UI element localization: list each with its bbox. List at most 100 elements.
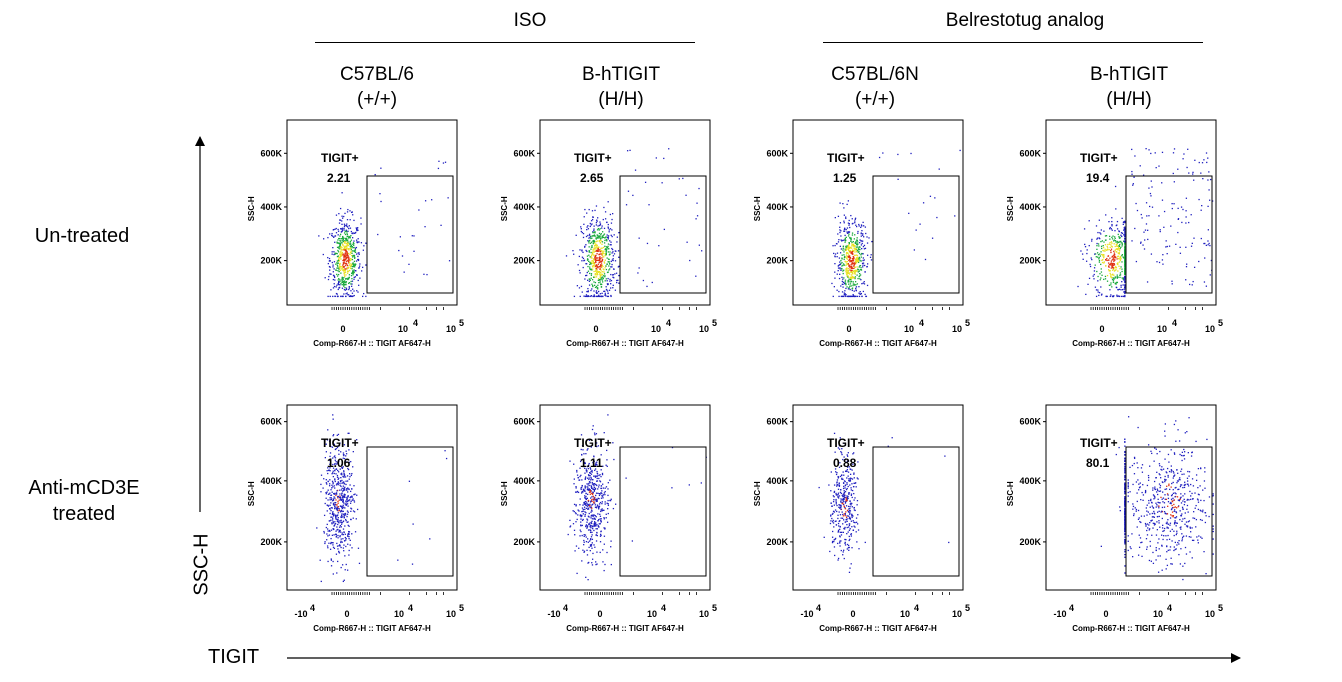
event-dot: [1146, 523, 1149, 525]
event-dot: [337, 259, 340, 262]
event-dot: [848, 224, 850, 226]
event-dot: [1177, 480, 1180, 482]
event-dot: [1166, 564, 1169, 567]
event-dot: [862, 282, 864, 284]
event-dot: [330, 445, 332, 448]
event-dot: [596, 484, 598, 487]
event-dot: [851, 287, 854, 289]
event-dot: [837, 447, 840, 449]
event-dot: [346, 243, 349, 245]
event-dot: [839, 263, 841, 266]
event-dot: [1117, 295, 1119, 297]
event-dot: [348, 500, 350, 502]
event-dot: [338, 531, 340, 533]
event-dot: [598, 232, 601, 235]
event-dot: [336, 273, 338, 276]
event-dot: [1162, 538, 1164, 541]
event-dot: [345, 258, 347, 260]
event-dot: [335, 468, 337, 470]
event-dot: [857, 260, 859, 263]
event-dot: [328, 534, 331, 536]
event-dot: [356, 494, 358, 496]
event-dot: [842, 270, 844, 272]
event-dot: [331, 516, 333, 518]
event-dot: [1101, 240, 1104, 242]
event-dot: [1135, 202, 1137, 205]
event-dot: [596, 500, 598, 502]
event-dot: [595, 250, 597, 252]
event-dot: [1124, 533, 1126, 535]
event-dot: [1124, 265, 1126, 267]
event-dot: [344, 281, 346, 283]
event-dot: [326, 491, 328, 493]
event-dot: [590, 446, 592, 448]
event-dot: [348, 549, 350, 552]
event-dot: [598, 278, 601, 281]
event-dot: [842, 278, 844, 280]
event-dot: [447, 197, 449, 199]
event-dot: [591, 268, 594, 270]
event-dot: [846, 470, 848, 473]
event-dot: [836, 481, 838, 483]
event-dot: [844, 241, 846, 243]
event-dot: [1089, 263, 1091, 266]
event-dot: [839, 264, 841, 266]
event-dot: [602, 497, 604, 499]
event-dot: [1124, 234, 1126, 236]
event-dot: [341, 230, 343, 232]
event-dot: [337, 512, 339, 514]
event-dot: [340, 228, 342, 230]
event-dot: [1097, 280, 1099, 282]
event-dot: [1161, 199, 1164, 201]
event-dot: [341, 516, 343, 518]
event-dot: [323, 238, 325, 240]
event-dot: [582, 510, 584, 512]
event-dot: [593, 263, 596, 265]
x-tick-label: 0: [1099, 324, 1104, 334]
event-dot: [860, 254, 862, 256]
event-dot: [1144, 522, 1147, 525]
event-dot: [861, 225, 863, 227]
event-dot: [345, 260, 348, 262]
event-dot: [1119, 506, 1121, 508]
event-dot: [598, 253, 600, 256]
event-dot: [1094, 253, 1096, 255]
event-dot: [857, 461, 859, 463]
event-dot: [1108, 235, 1111, 238]
event-dot: [1194, 492, 1196, 494]
event-dot: [343, 285, 345, 287]
event-dot: [1151, 534, 1153, 536]
event-dot: [1155, 506, 1157, 508]
event-dot: [345, 239, 348, 241]
event-dot: [861, 252, 863, 255]
event-dot: [599, 251, 602, 253]
event-dot: [1169, 530, 1172, 532]
event-dot: [849, 236, 851, 239]
event-dot: [592, 262, 594, 265]
event-dot: [1127, 485, 1129, 487]
panel-x-axis-title: Comp-R667-H :: TIGIT AF647-H: [1072, 624, 1190, 633]
event-dot: [341, 494, 343, 497]
event-dot: [344, 503, 346, 505]
event-dot: [335, 473, 337, 475]
event-dot: [599, 236, 602, 238]
event-dot: [338, 497, 341, 499]
event-dot: [340, 516, 343, 519]
event-dot: [592, 483, 594, 485]
event-dot: [588, 234, 591, 236]
event-dot: [837, 215, 840, 218]
event-dot: [854, 260, 857, 263]
event-dot: [588, 540, 591, 542]
event-dot: [597, 288, 599, 290]
event-dot: [1105, 265, 1107, 267]
event-dot: [349, 243, 351, 246]
event-dot: [1211, 200, 1214, 202]
event-dot: [343, 487, 345, 489]
event-dot: [837, 531, 839, 533]
event-dot: [1124, 265, 1126, 268]
event-dot: [1200, 209, 1202, 211]
event-dot: [851, 289, 853, 292]
event-dot: [593, 499, 595, 501]
event-dot: [598, 257, 600, 259]
event-dot: [349, 263, 351, 265]
